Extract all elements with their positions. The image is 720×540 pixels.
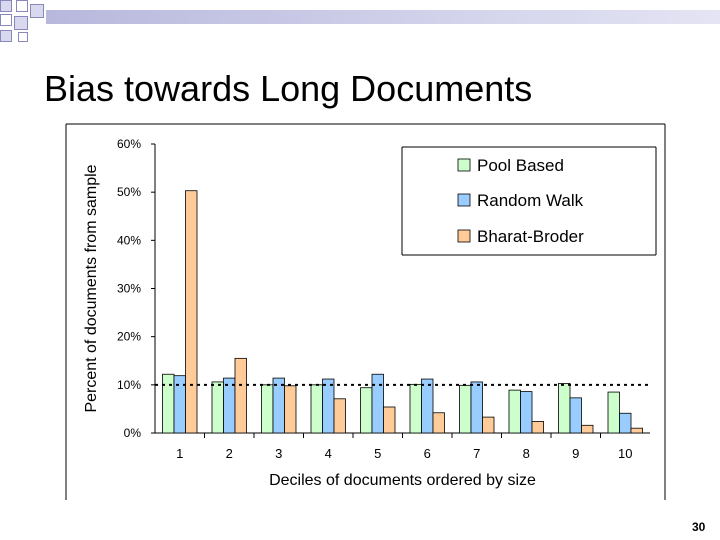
y-tick-label: 40% (117, 233, 141, 247)
bar (272, 377, 285, 434)
bar (432, 412, 445, 434)
bar (569, 397, 582, 434)
x-tick-label: 2 (226, 446, 233, 461)
bar (211, 381, 224, 434)
bar (371, 373, 384, 434)
corner-decoration-square (14, 16, 28, 30)
x-tick-label: 5 (374, 446, 381, 461)
bar (470, 381, 483, 434)
legend-swatch (457, 193, 471, 207)
x-tick-label: 10 (618, 446, 632, 461)
x-tick-label: 8 (523, 446, 530, 461)
legend-label: Pool Based (477, 156, 564, 175)
x-tick-label: 6 (424, 446, 431, 461)
bar (581, 424, 594, 434)
x-tick-label: 3 (275, 446, 282, 461)
legend-box (402, 147, 656, 255)
y-tick-label: 0% (124, 426, 142, 440)
x-tick-label: 9 (572, 446, 579, 461)
bar (322, 378, 335, 434)
bar (333, 398, 346, 434)
bar (619, 412, 632, 434)
corner-decoration-square (30, 4, 44, 18)
bar (261, 384, 274, 434)
y-axis-title: Percent of documents from sample (83, 164, 100, 412)
corner-decoration-square (18, 32, 28, 42)
bar (310, 384, 323, 434)
x-tick-label: 7 (473, 446, 480, 461)
legend-swatch (457, 229, 471, 243)
y-tick-label: 50% (117, 185, 141, 199)
bar (508, 389, 521, 434)
bar (360, 387, 373, 434)
corner-decoration-square (0, 14, 12, 26)
legend-label: Random Walk (477, 191, 584, 210)
corner-decoration-square (0, 30, 12, 42)
legend-label: Bharat-Broder (477, 227, 584, 246)
bar (482, 416, 495, 434)
bar (234, 357, 247, 434)
x-axis-title: Deciles of documents ordered by size (269, 472, 536, 489)
corner-decoration-square (16, 0, 28, 12)
x-tick-label: 1 (176, 446, 183, 461)
bar (223, 377, 236, 434)
bar (383, 406, 396, 434)
bar (531, 421, 544, 434)
bar (409, 383, 422, 434)
page-number: 30 (692, 520, 706, 534)
bar (520, 391, 533, 434)
bar (607, 391, 620, 434)
bar (185, 190, 198, 434)
bar (630, 427, 643, 434)
y-tick-label: 20% (117, 330, 141, 344)
bar (459, 384, 472, 434)
bar (558, 382, 571, 434)
corner-decoration-square (0, 0, 12, 12)
bar (284, 385, 297, 434)
legend-swatch (457, 158, 471, 172)
y-tick-label: 10% (117, 378, 141, 392)
bar (162, 373, 175, 434)
bar (421, 378, 434, 434)
slide-title: Bias towards Long Documents (44, 68, 533, 109)
y-tick-label: 30% (117, 282, 141, 296)
x-tick-label: 4 (325, 446, 332, 461)
top-decoration-bar (46, 10, 720, 24)
y-tick-label: 60% (117, 137, 141, 151)
